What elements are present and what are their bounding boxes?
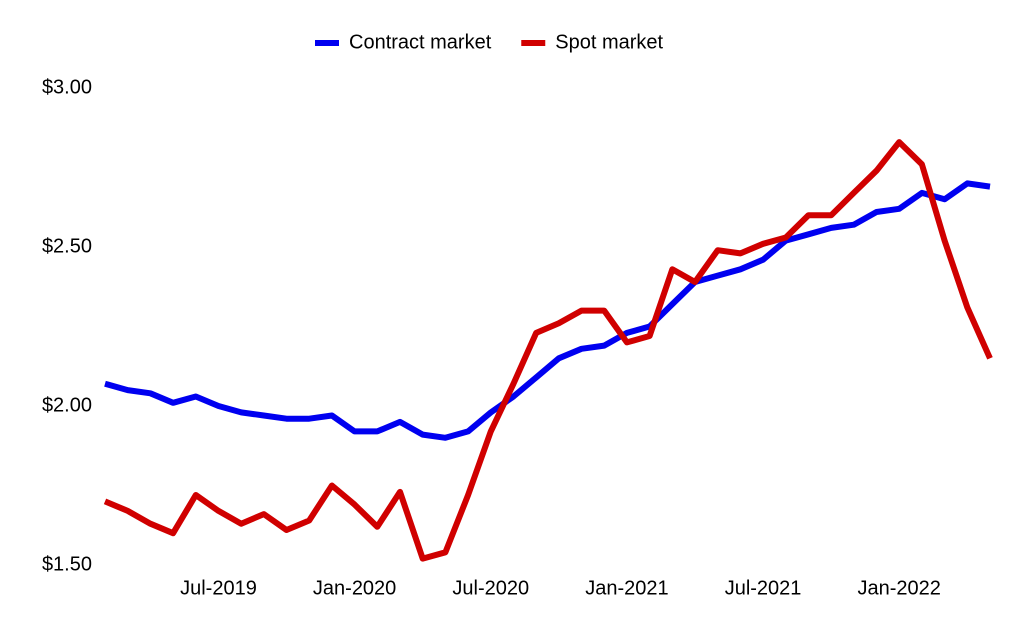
x-tick-label: Jan-2021 [585,577,668,599]
y-tick-label: $2.00 [42,394,92,416]
series-line [103,139,993,562]
x-tick-label: Jul-2021 [725,577,802,599]
legend: Contract market Spot market [315,31,664,53]
legend-label: Contract market [349,31,492,53]
x-tick-label: Jul-2020 [452,577,529,599]
x-tick-label: Jan-2022 [858,577,941,599]
x-tick-label: Jul-2019 [180,577,257,599]
y-tick-label: $3.00 [42,76,92,98]
y-tick-label: $2.50 [42,235,92,257]
series-line [104,180,991,441]
y-tick-label: $1.50 [42,553,92,575]
legend-label: Spot market [555,31,663,53]
x-tick-label: Jan-2020 [313,577,396,599]
